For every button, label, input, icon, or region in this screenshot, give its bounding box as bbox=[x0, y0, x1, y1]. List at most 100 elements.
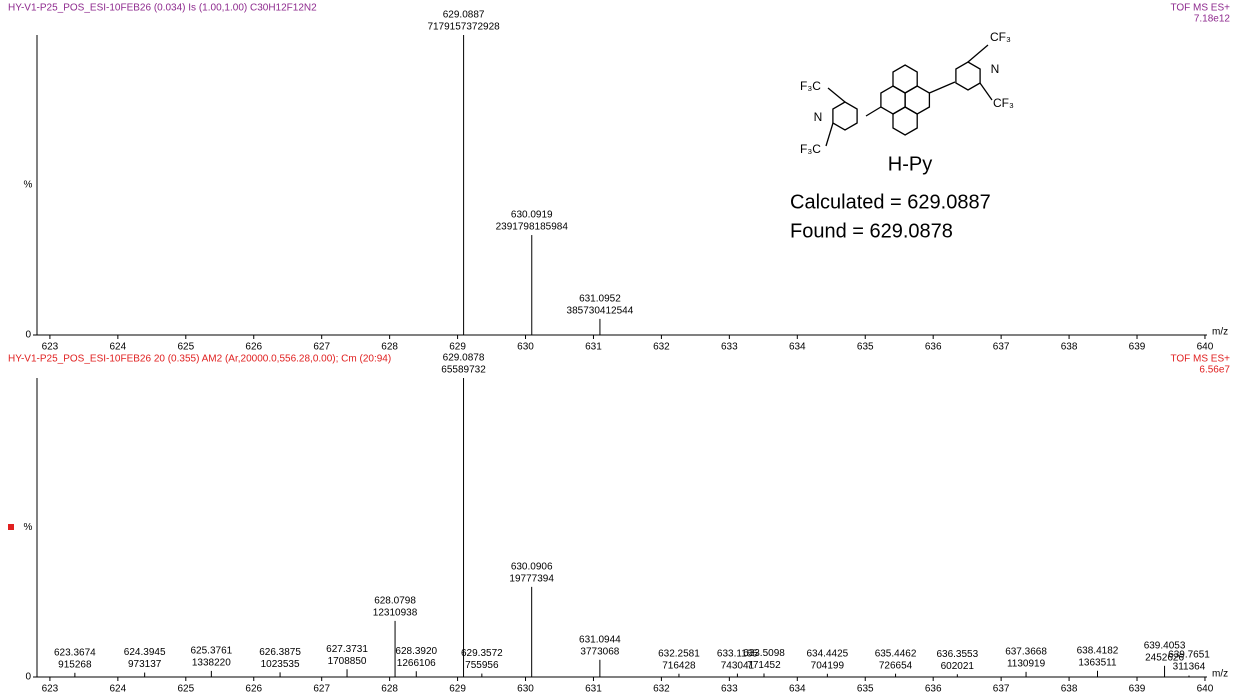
y-tick-label: 0 bbox=[25, 330, 31, 341]
peak-intensity-label: 1338220 bbox=[192, 658, 231, 669]
full-scale: 7.18e12 bbox=[1194, 14, 1231, 25]
compound-name: H-Py bbox=[888, 153, 932, 175]
x-tick-label: 633 bbox=[721, 342, 738, 353]
peak-mz-label: 629.3572 bbox=[461, 648, 503, 659]
instrument: TOF MS ES+ bbox=[1170, 354, 1230, 365]
peak-mz-label: 623.3674 bbox=[54, 647, 96, 658]
peak-mz-label: 634.4425 bbox=[807, 648, 849, 659]
marker-square bbox=[8, 524, 14, 530]
peak-mz-label: 624.3945 bbox=[124, 647, 166, 658]
peak-mz-label: 627.3731 bbox=[326, 644, 368, 655]
peak-intensity-label: 1023535 bbox=[261, 659, 300, 670]
peak-mz-label: 629.0878 bbox=[443, 353, 485, 364]
x-tick-label: 639 bbox=[1129, 342, 1146, 353]
x-tick-label: 626 bbox=[245, 684, 262, 695]
atom-label: N bbox=[991, 62, 1000, 76]
x-tick-label: 632 bbox=[653, 342, 670, 353]
bond bbox=[827, 87, 846, 103]
x-tick-label: 636 bbox=[925, 684, 942, 695]
peak-mz-label: 633.5098 bbox=[743, 648, 785, 659]
bond bbox=[967, 44, 989, 63]
peak-intensity-label: 726654 bbox=[879, 660, 913, 671]
peak-mz-label: 639.4053 bbox=[1144, 640, 1186, 651]
x-tick-label: 639 bbox=[1129, 684, 1146, 695]
peak-mz-label: 630.0906 bbox=[511, 561, 553, 572]
x-tick-label: 629 bbox=[449, 342, 466, 353]
atom-label: F₃C bbox=[800, 79, 821, 93]
peak-mz-label: 636.3553 bbox=[936, 649, 978, 660]
x-tick-label: 635 bbox=[857, 684, 874, 695]
peak-intensity-label: 19777394 bbox=[509, 573, 554, 584]
peak-intensity-label: 65589732 bbox=[441, 365, 486, 376]
peak-intensity-label: 915268 bbox=[58, 659, 92, 670]
peak-intensity-label: 2391798185984 bbox=[496, 222, 569, 233]
atom-label: CF₃ bbox=[993, 96, 1014, 110]
x-tick-label: 637 bbox=[993, 684, 1010, 695]
x-tick-label: 634 bbox=[789, 684, 806, 695]
x-tick-label: 640 bbox=[1197, 342, 1214, 353]
x-tick-label: 629 bbox=[449, 684, 466, 695]
x-tick-label: 625 bbox=[177, 342, 194, 353]
x-tick-label: 634 bbox=[789, 342, 806, 353]
x-tick-label: 623 bbox=[42, 342, 59, 353]
bond bbox=[825, 122, 834, 147]
x-tick-label: 625 bbox=[177, 684, 194, 695]
x-tick-label: 628 bbox=[381, 342, 398, 353]
spectrum-title: HY-V1-P25_POS_ESI-10FEB26 20 (0.355) AM2… bbox=[8, 354, 391, 365]
peak-intensity-label: 755956 bbox=[465, 660, 499, 671]
peak-mz-label: 625.3761 bbox=[190, 646, 232, 657]
atom-label: F₃C bbox=[800, 142, 821, 156]
peak-mz-label: 628.0798 bbox=[374, 596, 416, 607]
peak-mz-label: 626.3875 bbox=[259, 647, 301, 658]
x-tick-label: 624 bbox=[110, 684, 127, 695]
x-tick-label: 632 bbox=[653, 684, 670, 695]
x-tick-label: 637 bbox=[993, 342, 1010, 353]
x-tick-label: 626 bbox=[245, 342, 262, 353]
instrument: TOF MS ES+ bbox=[1170, 3, 1230, 14]
atom-label: N bbox=[814, 110, 823, 124]
bond bbox=[865, 106, 882, 117]
peak-intensity-label: 1130919 bbox=[1007, 658, 1046, 669]
peak-intensity-label: 1266106 bbox=[397, 658, 436, 669]
x-tick-label: 638 bbox=[1061, 342, 1078, 353]
y-tick-label: 0 bbox=[25, 672, 31, 683]
y-axis-label: % bbox=[24, 522, 33, 533]
x-tick-label: 624 bbox=[110, 342, 127, 353]
x-tick-label: 640 bbox=[1197, 684, 1214, 695]
x-tick-label: 623 bbox=[42, 684, 59, 695]
peak-mz-label: 632.2581 bbox=[658, 648, 700, 659]
ring bbox=[892, 106, 918, 136]
x-tick-label: 627 bbox=[313, 342, 330, 353]
peak-intensity-label: 3773068 bbox=[580, 646, 619, 657]
peak-mz-label: 637.3668 bbox=[1005, 646, 1047, 657]
x-tick-label: 631 bbox=[585, 342, 602, 353]
peak-intensity-label: 704199 bbox=[811, 660, 845, 671]
peak-intensity-label: 973137 bbox=[128, 659, 162, 670]
atom-label: CF₃ bbox=[990, 30, 1011, 44]
x-tick-label: 631 bbox=[585, 684, 602, 695]
annotation: Calculated = 629.0887 bbox=[790, 191, 991, 213]
peak-mz-label: 638.4182 bbox=[1077, 645, 1119, 656]
peak-intensity-label: 385730412544 bbox=[567, 306, 634, 317]
peak-intensity-label: 7179157372928 bbox=[427, 22, 500, 33]
x-tick-label: 636 bbox=[925, 342, 942, 353]
x-axis-label: m/z bbox=[1212, 327, 1228, 338]
peak-intensity-label: 2452626 bbox=[1145, 652, 1184, 663]
bond bbox=[929, 81, 956, 94]
spectrum-title: HY-V1-P25_POS_ESI-10FEB26 (0.034) Is (1.… bbox=[8, 3, 317, 14]
annotation: Found = 629.0878 bbox=[790, 220, 953, 242]
peak-mz-label: 631.0952 bbox=[579, 294, 621, 305]
x-tick-label: 630 bbox=[517, 342, 534, 353]
y-axis-label: % bbox=[24, 180, 33, 191]
ring bbox=[892, 64, 918, 94]
peak-intensity-label: 743041 bbox=[721, 660, 755, 671]
full-scale: 6.56e7 bbox=[1199, 365, 1230, 376]
x-tick-label: 635 bbox=[857, 342, 874, 353]
peak-intensity-label: 311364 bbox=[1173, 662, 1206, 673]
peak-mz-label: 635.4462 bbox=[875, 648, 917, 659]
peak-mz-label: 629.0887 bbox=[443, 10, 485, 21]
peak-intensity-label: 716428 bbox=[662, 660, 696, 671]
ring bbox=[955, 61, 981, 91]
